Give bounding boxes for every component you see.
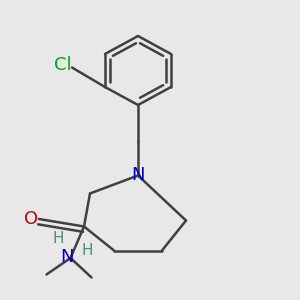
Text: Cl: Cl	[54, 56, 72, 74]
Text: H: H	[81, 243, 93, 258]
Text: H: H	[53, 231, 64, 246]
Text: N: N	[61, 248, 74, 266]
Text: O: O	[24, 210, 39, 228]
Text: N: N	[131, 167, 145, 184]
